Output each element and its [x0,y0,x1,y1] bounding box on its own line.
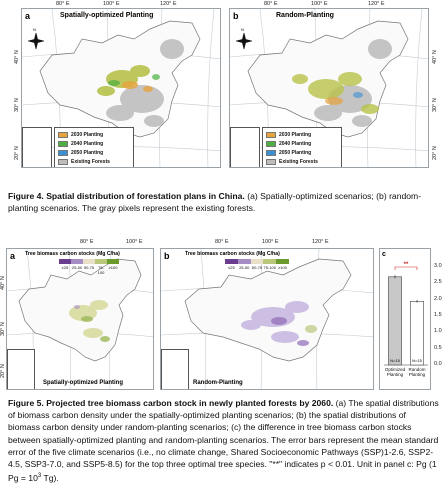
panel-label-b: b [164,251,170,261]
figure4-legend-b: 2030 Planting 2040 Planting 2050 Plantin… [262,127,342,167]
lon-tick: 100° E [126,239,143,245]
y-tick-label: 0.0 [434,361,442,367]
colorbar-swatch [71,259,83,264]
bar-1 [410,300,424,366]
lon-tick: 120° E [160,1,177,7]
y-tick-label: 0.5 [434,344,442,351]
bar-chart: N=15 N=15 ** [384,262,428,366]
panel-title-b: Random-Planting [193,380,243,386]
lon-tick: 120° E [312,239,329,245]
north-label: N [241,27,244,32]
legend-item: 2040 Planting [266,139,338,148]
lat-tick: 30° N [14,98,20,112]
lon-tick: 100° E [311,1,328,7]
figure5-panel-b: b Tree biomass carbon stocks (Mg C/ha) ≤… [160,248,374,390]
colorbar-swatch [276,259,289,264]
bar-annotation: N=15 [390,358,400,363]
panel-title-b: Random-Planting [276,12,334,19]
lon-tick: 100° E [103,1,120,7]
figure4-caption-title: Figure 4. Spatial distribution of forest… [8,191,245,201]
legend-item: 2050 Planting [266,148,338,157]
x-tick-label: Optimized Planting [384,367,406,377]
lat-tick: 30° N [0,322,6,336]
lat-tick: 20° N [14,146,20,160]
figure4-legend-a: 2030 Planting 2040 Planting 2050 Plantin… [54,127,134,167]
figure5-panel-c: N=15 N=15 ** c Optimized Planting Random Pl… [379,248,431,390]
panel-title-a: Spatially-optimized Planting [60,12,154,19]
figure5-caption-end: Tg). [41,473,59,484]
south-china-sea-inset [161,349,189,389]
lon-tick: 80° E [56,1,70,7]
panel-label-b: b [233,11,239,21]
legend-item: Existing Forests [266,157,338,166]
figure4-caption-text: (a) Spatially-optimized scenarios; (b) r… [8,191,422,214]
colorbar-title: Tree biomass carbon stocks (Mg C/ha) [185,251,280,257]
colorbar-swatch [250,259,264,264]
south-china-sea-inset [22,127,52,167]
panel-title-a: Spatially-optimized Planting [43,380,124,386]
lat-tick: 20° N [432,146,438,160]
colorbar-swatch [59,259,71,264]
colorbar [225,259,289,264]
figure5-map-b [161,249,373,389]
lat-tick: 20° N [0,364,6,378]
panel-label-a: a [25,11,31,21]
y-tick-label: 1.5 [434,312,442,318]
lat-tick: 40° N [432,50,438,64]
legend-item: Existing Forests [58,157,130,166]
lon-tick: 120° E [368,1,385,7]
figure5-caption-sup: 3 [37,473,42,480]
y-tick-label: 2.0 [434,295,442,302]
lon-tick: 80° E [215,239,229,245]
figure5-caption-text: (a) The spatial distributions of biomass… [8,398,439,484]
colorbar-labels: ≤25 25-50 50-75 75-100 ≥100 [228,265,288,270]
colorbar-swatch [83,259,95,264]
bar-0 [388,276,402,366]
legend-item: 2030 Planting [266,130,338,139]
bar-annotation: N=15 [412,358,422,363]
legend-item: 2040 Planting [58,139,130,148]
figure5-map-a [7,249,153,389]
south-china-sea-inset [230,127,260,167]
lat-tick: 40° N [14,50,20,64]
lat-tick: 30° N [432,98,438,112]
colorbar-labels: ≤25 25-50 50-75 75-100 ≥100 [61,265,118,275]
figure4-caption: Figure 4. Spatial distribution of forest… [8,190,440,214]
panel-label-a: a [10,251,16,261]
colorbar-title: Tree biomass carbon stocks (Mg C/ha) [25,251,120,257]
y-tick-label: 2.5 [434,279,442,286]
colorbar-swatch [107,259,119,264]
figure5-caption-title: Figure 5. Projected tree biomass carbon … [8,398,334,408]
significance-bracket [394,266,418,270]
colorbar-swatch [263,259,277,264]
colorbar-swatch [237,259,251,264]
x-tick-label: Random Planting [408,367,426,377]
colorbar [59,259,119,264]
south-china-sea-inset [7,349,35,389]
y-tick-label: 3.0 [434,263,442,269]
lon-tick: 80° E [80,239,94,245]
figure5-panel-a: a Tree biomass carbon stocks (Mg C/ha) ≤… [6,248,154,390]
legend-item: 2030 Planting [58,130,130,139]
lon-tick: 100° E [262,239,279,245]
colorbar-swatch [225,259,238,264]
lat-tick: 40° N [0,276,6,290]
significance-marker: ** [404,262,409,268]
figure4-panel-b: N b Random-Planting 2030 Planting 2040 P… [229,8,429,168]
figure4-panel-a: N a Spatially-optimized Planting 2030 Pl… [21,8,221,168]
y-tick-label: 1.0 [434,328,442,335]
legend-item: 2050 Planting [58,148,130,157]
colorbar-swatch [95,259,107,264]
panel-label-c: c [382,251,386,258]
lon-tick: 80° E [264,1,278,7]
figure4-map-b: N [230,9,428,167]
north-label: N [33,27,36,32]
figure4-map-a: N [22,9,220,167]
figure5-caption: Figure 5. Projected tree biomass carbon … [8,397,440,484]
